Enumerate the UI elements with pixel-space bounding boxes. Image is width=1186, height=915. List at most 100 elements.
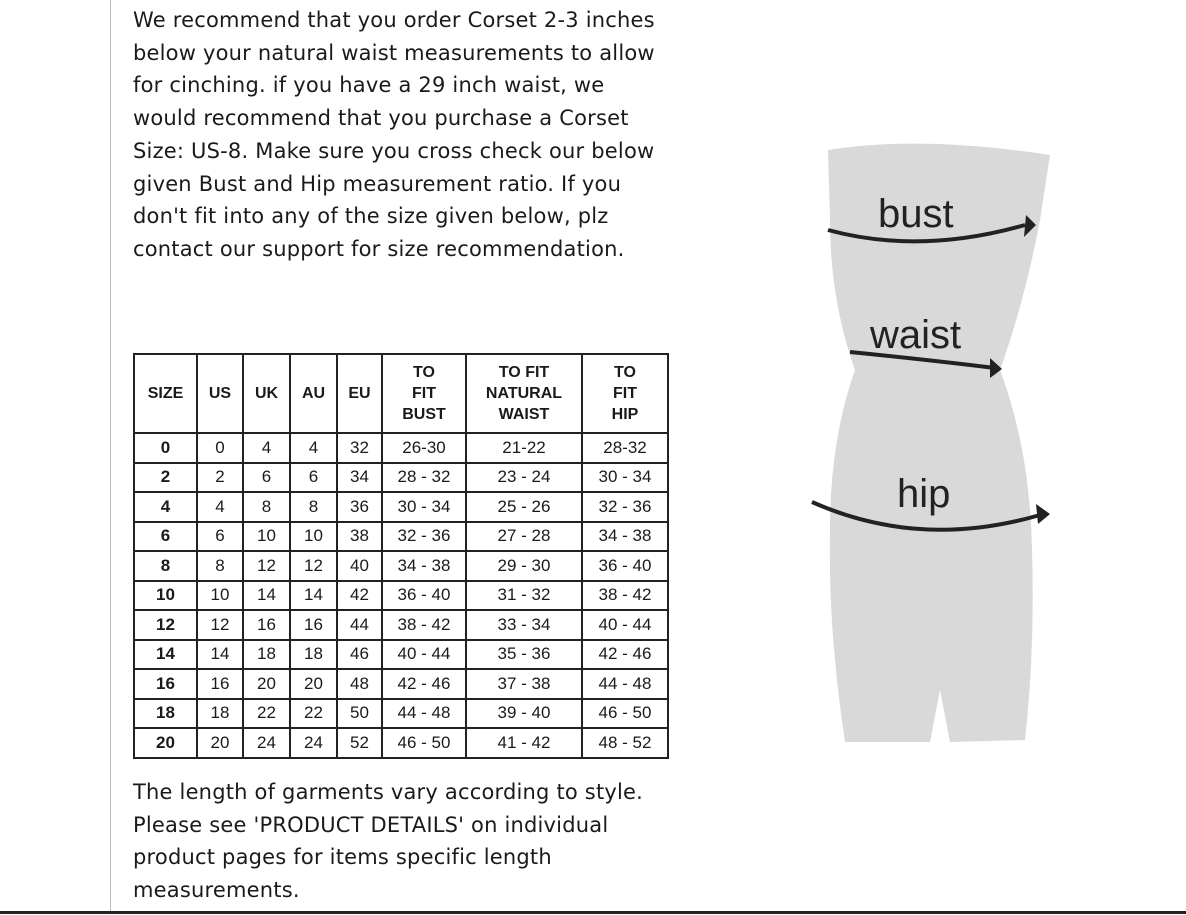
column-header: EU [336, 353, 383, 434]
table-cell: 42 [336, 579, 383, 611]
table-row: 4 4 8 8 36 30 - 34 25 - 26 32 - 36 [133, 491, 669, 523]
table-cell: 24 [289, 727, 338, 759]
table-cell: 16 [133, 668, 198, 700]
table-cell: 50 [336, 697, 383, 729]
table-row: 0 0 4 4 32 26-30 21-22 28-32 [133, 432, 669, 464]
table-cell: 14 [196, 638, 244, 670]
column-header: TO FIT NATURAL WAIST [465, 353, 583, 434]
table-cell: 2 [196, 461, 244, 493]
bust-label: bust [878, 192, 954, 236]
table-cell: 32 [336, 432, 383, 464]
table-cell: 16 [289, 609, 338, 641]
column-header: TO FIT HIP [581, 353, 669, 434]
table-cell: 24 [242, 727, 291, 759]
table-cell: 14 [289, 579, 338, 611]
table-cell: 35 - 36 [465, 638, 583, 670]
table-cell: 16 [242, 609, 291, 641]
table-cell: 4 [289, 432, 338, 464]
table-cell: 48 [336, 668, 383, 700]
table-cell: 44 - 48 [381, 697, 467, 729]
table-cell: 12 [133, 609, 198, 641]
table-cell: 20 [289, 668, 338, 700]
table-cell: 40 - 44 [581, 609, 669, 641]
size-chart-table: SIZE US UK AU EU TO FIT BUST TO FIT NATURAL WAIST T… [133, 353, 669, 759]
table-cell: 52 [336, 727, 383, 759]
table-row: 8 8 12 12 40 34 - 38 29 - 30 36 - 40 [133, 550, 669, 582]
table-cell: 12 [196, 609, 244, 641]
table-row: 18 18 22 22 50 44 - 48 39 - 40 46 - 50 [133, 697, 669, 729]
table-cell: 2 [133, 461, 198, 493]
table-cell: 22 [242, 697, 291, 729]
table-cell: 46 - 50 [581, 697, 669, 729]
table-cell: 8 [289, 491, 338, 523]
intro-paragraph: We recommend that you order Corset 2-3 i… [133, 8, 655, 261]
table-cell: 16 [196, 668, 244, 700]
table-cell: 38 - 42 [581, 579, 669, 611]
table-cell: 36 - 40 [381, 579, 467, 611]
table-cell: 41 - 42 [465, 727, 583, 759]
table-cell: 28-32 [581, 432, 669, 464]
table-cell: 20 [133, 727, 198, 759]
table-row: 14 14 18 18 46 40 - 44 35 - 36 42 - 46 [133, 638, 669, 670]
table-cell: 38 - 42 [381, 609, 467, 641]
table-cell: 32 - 36 [581, 491, 669, 523]
table-row: 20 20 24 24 52 46 - 50 41 - 42 48 - 52 [133, 727, 669, 759]
table-cell: 39 - 40 [465, 697, 583, 729]
table-header-row: SIZE US UK AU EU TO FIT BUST TO FIT NATURAL WAIST T… [133, 353, 669, 434]
table-cell: 0 [196, 432, 244, 464]
column-header: SIZE [133, 353, 198, 434]
table-cell: 40 - 44 [381, 638, 467, 670]
table-cell: 30 - 34 [381, 491, 467, 523]
table-cell: 12 [289, 550, 338, 582]
table-cell: 6 [242, 461, 291, 493]
table-cell: 37 - 38 [465, 668, 583, 700]
table-cell: 29 - 30 [465, 550, 583, 582]
table-cell: 12 [242, 550, 291, 582]
table-cell: 30 - 34 [581, 461, 669, 493]
table-cell: 18 [133, 697, 198, 729]
table-cell: 23 - 24 [465, 461, 583, 493]
table-row: 12 12 16 16 44 38 - 42 33 - 34 40 - 44 [133, 609, 669, 641]
table-cell: 34 - 38 [581, 520, 669, 552]
table-cell: 27 - 28 [465, 520, 583, 552]
table-cell: 46 [336, 638, 383, 670]
table-cell: 14 [133, 638, 198, 670]
table-cell: 10 [289, 520, 338, 552]
table-cell: 8 [196, 550, 244, 582]
table-cell: 21-22 [465, 432, 583, 464]
table-cell: 38 [336, 520, 383, 552]
column-header: UK [242, 353, 291, 434]
table-cell: 48 - 52 [581, 727, 669, 759]
column-header: AU [289, 353, 338, 434]
table-cell: 44 [336, 609, 383, 641]
waist-label: waist [870, 313, 962, 357]
table-cell: 31 - 32 [465, 579, 583, 611]
table-row: 2 2 6 6 34 28 - 32 23 - 24 30 - 34 [133, 461, 669, 493]
table-cell: 44 - 48 [581, 668, 669, 700]
table-cell: 6 [289, 461, 338, 493]
table-row: 10 10 14 14 42 36 - 40 31 - 32 38 - 42 [133, 579, 669, 611]
table-cell: 8 [242, 491, 291, 523]
table-cell: 42 - 46 [581, 638, 669, 670]
length-note-paragraph: The length of garments vary according to… [133, 780, 644, 903]
table-row: 16 16 20 20 48 42 - 46 37 - 38 44 - 48 [133, 668, 669, 700]
table-cell: 36 - 40 [581, 550, 669, 582]
table-cell: 6 [196, 520, 244, 552]
table-cell: 26-30 [381, 432, 467, 464]
table-cell: 25 - 26 [465, 491, 583, 523]
table-cell: 28 - 32 [381, 461, 467, 493]
table-cell: 18 [196, 697, 244, 729]
table-row: 6 6 10 10 38 32 - 36 27 - 28 34 - 38 [133, 520, 669, 552]
table-cell: 34 - 38 [381, 550, 467, 582]
table-cell: 36 [336, 491, 383, 523]
table-cell: 10 [196, 579, 244, 611]
table-cell: 4 [133, 491, 198, 523]
table-cell: 4 [196, 491, 244, 523]
table-cell: 22 [289, 697, 338, 729]
table-cell: 42 - 46 [381, 668, 467, 700]
table-cell: 18 [242, 638, 291, 670]
left-divider [110, 0, 111, 912]
body-measurement-figure: bust waist hip [800, 130, 1080, 770]
table-cell: 40 [336, 550, 383, 582]
column-header: US [196, 353, 244, 434]
